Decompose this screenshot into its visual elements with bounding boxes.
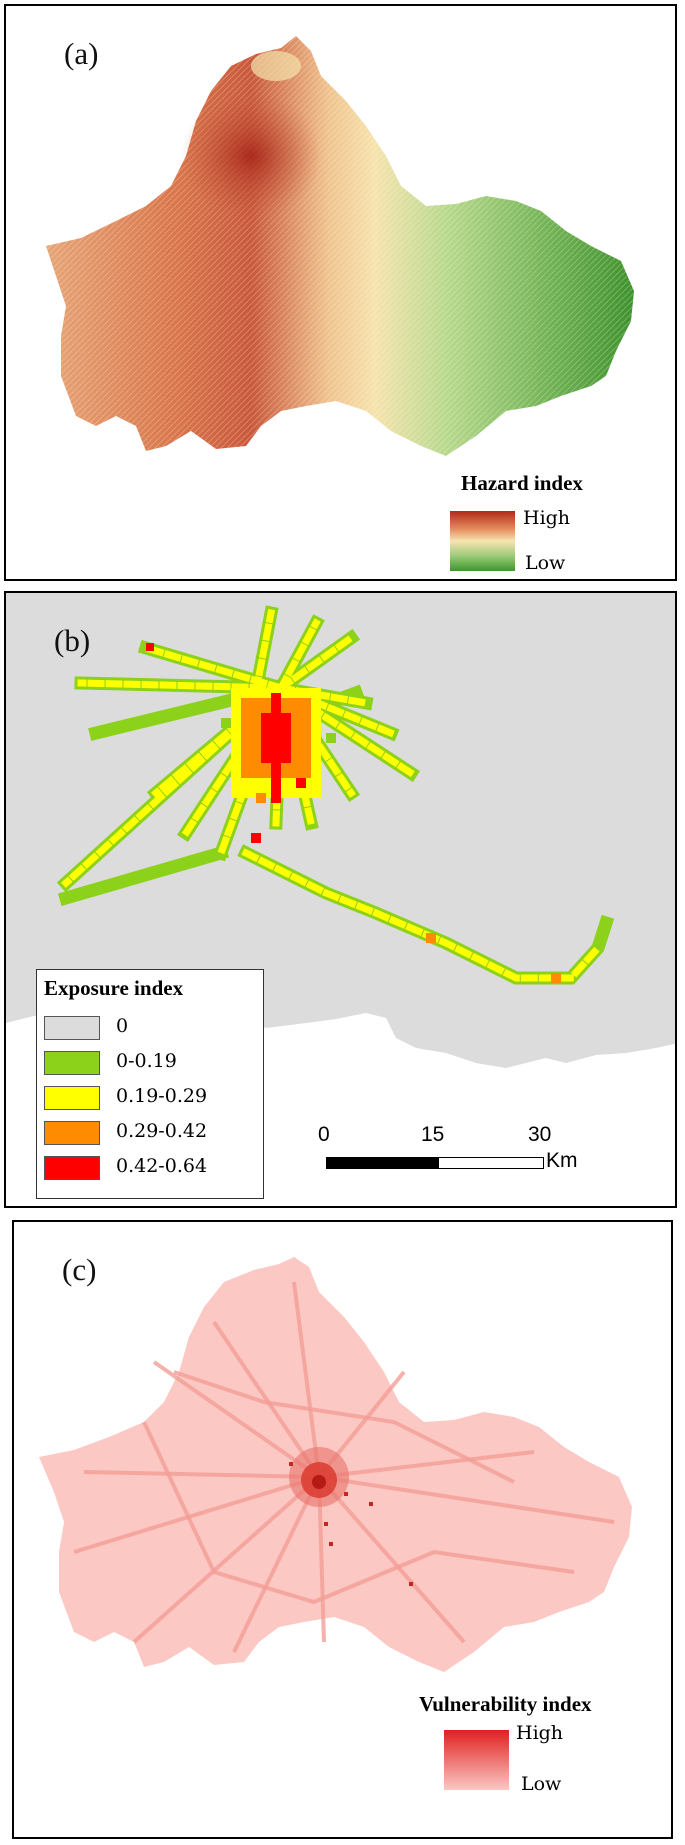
vulnerability-legend-low: Low — [521, 1773, 562, 1795]
exposure-swatch-4 — [44, 1156, 100, 1180]
scale-tick-label: 30 — [528, 1123, 552, 1146]
exposure-class-label: 0 — [116, 1015, 129, 1037]
exposure-centre — [146, 643, 561, 983]
panel-c-label: (c) — [62, 1252, 97, 1287]
exposure-class-label: 0-0.19 — [116, 1050, 177, 1072]
exposure-swatch-2 — [44, 1086, 100, 1110]
scale-tick-label: 0 — [318, 1123, 330, 1146]
scale-tick-label: 15 — [421, 1123, 445, 1146]
hazard-map-panel: (a) Hazard index High Low — [4, 4, 677, 581]
scale-bar-white — [438, 1157, 544, 1169]
panel-a-label: (a) — [64, 36, 99, 71]
exposure-class-label: 0.19-0.29 — [116, 1085, 208, 1107]
panel-b-label: (b) — [54, 623, 91, 658]
hazard-map — [46, 36, 634, 456]
hazard-legend-ramp — [450, 511, 515, 571]
exposure-class-label: 0.29-0.42 — [116, 1120, 208, 1142]
exposure-swatch-1 — [44, 1051, 100, 1075]
vulnerability-legend-ramp — [444, 1730, 509, 1790]
vulnerability-map — [39, 1257, 632, 1672]
vulnerability-roads — [73, 1281, 615, 1653]
hazard-legend-low: Low — [525, 552, 566, 574]
exposure-legend-title: Exposure index — [44, 976, 184, 1000]
exposure-swatch-3 — [44, 1121, 100, 1145]
exposure-legend: Exposure index 0 0-0.19 0.19-0.29 0.29-0… — [36, 969, 264, 1199]
hazard-legend-title: Hazard index — [461, 471, 583, 495]
road-network — [56, 605, 615, 985]
exposure-swatch-0 — [44, 1016, 100, 1040]
vulnerability-legend-high: High — [516, 1722, 564, 1744]
hazard-legend-high: High — [523, 507, 571, 529]
scale-unit: Km — [546, 1149, 578, 1172]
exposure-map-panel: (b) Exposure index 0 0-0.19 0.19-0.29 0.… — [4, 591, 677, 1208]
vulnerability-legend-title: Vulnerability index — [419, 1692, 592, 1716]
vulnerability-hotspot — [289, 1447, 413, 1586]
scale-bar-black — [326, 1157, 438, 1169]
vulnerability-map-panel: (c) Vulnerability index High Low — [12, 1220, 673, 1839]
exposure-class-label: 0.42-0.64 — [116, 1155, 208, 1177]
